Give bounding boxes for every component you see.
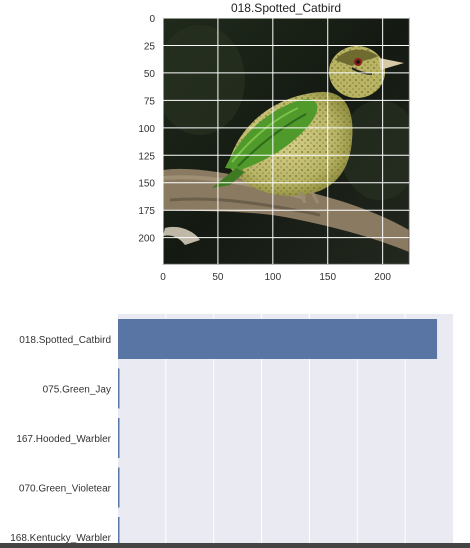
- bar: [118, 418, 120, 458]
- bar-category-label: 018.Spotted_Catbird: [19, 335, 111, 346]
- image-y-tick-label: 175: [138, 206, 155, 217]
- bar: [118, 467, 120, 508]
- image-y-tick-label: 25: [144, 41, 156, 52]
- image-x-axis: 0 50 100 150 200: [160, 272, 391, 283]
- image-panel-title: 018.Spotted_Catbird: [231, 1, 341, 15]
- bar-category-labels: 018.Spotted_Catbird 075.Green_Jay 167.Hood…: [10, 335, 111, 544]
- image-y-tick-label: 0: [149, 14, 155, 25]
- bird-photo: [163, 18, 409, 264]
- bar-category-label: 168.Kentucky_Warbler: [10, 533, 111, 544]
- image-y-axis: 0 25 50 75 100 125 150 175 200: [138, 14, 155, 245]
- image-x-tick-label: 100: [264, 272, 281, 283]
- image-x-tick-label: 150: [319, 272, 336, 283]
- image-gridlines: [162, 17, 409, 264]
- image-x-tick-label: 0: [160, 272, 166, 283]
- bar: [118, 517, 120, 548]
- bar-category-label: 070.Green_Violetear: [19, 484, 112, 495]
- image-y-tick-label: 100: [138, 124, 155, 135]
- image-y-tick-label: 75: [144, 96, 156, 107]
- bar-category-label: 167.Hooded_Warbler: [16, 434, 111, 445]
- image-x-tick-label: 50: [212, 272, 224, 283]
- image-y-tick-label: 150: [138, 179, 155, 190]
- bar: [118, 319, 438, 359]
- image-y-tick-label: 200: [138, 234, 155, 245]
- image-y-tick-label: 125: [138, 151, 155, 162]
- scrollbar-edge: [0, 543, 470, 548]
- bar-series: [118, 319, 438, 548]
- bar: [118, 368, 120, 409]
- image-y-tick-label: 50: [144, 69, 156, 80]
- bar-category-label: 075.Green_Jay: [43, 385, 111, 396]
- image-x-tick-label: 200: [374, 272, 391, 283]
